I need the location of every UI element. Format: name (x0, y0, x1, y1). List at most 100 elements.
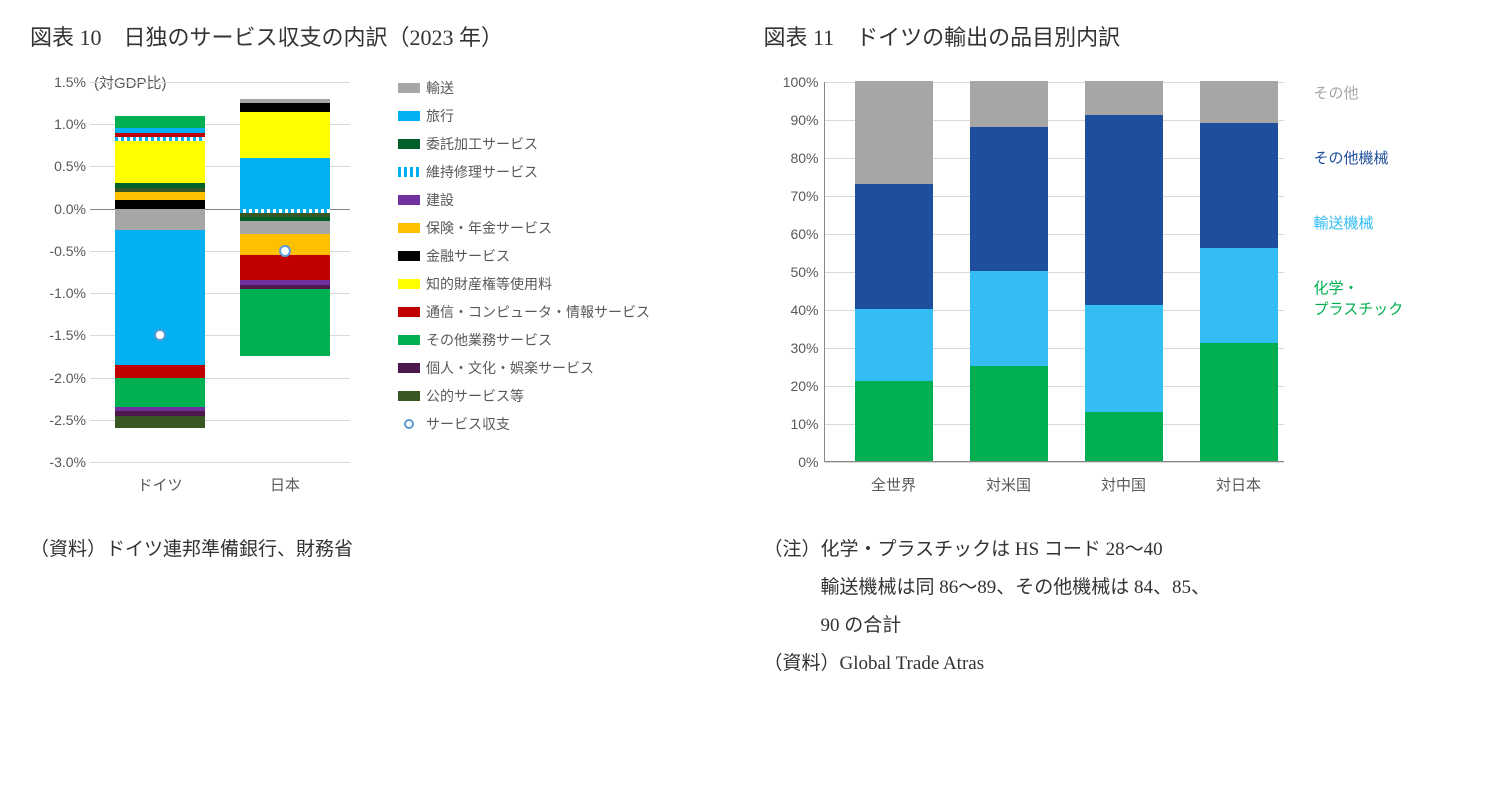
legend-label: 公的サービス等 (426, 386, 524, 406)
chart11-seg-transport (855, 309, 933, 381)
chart10-seg-transport (240, 99, 330, 103)
legend-swatch-icon (398, 223, 420, 233)
chart11-note-line: 90 の合計 (764, 608, 1458, 644)
chart11-seg-transport (1085, 305, 1163, 411)
chart10-legend-item-ip: 知的財産権等使用料 (398, 274, 650, 294)
chart10-seg-otherbiz (115, 116, 205, 129)
chart11-title: 図表 11 ドイツの輸出の品目別内訳 (764, 20, 1458, 52)
chart11-seg-other (855, 81, 933, 184)
chart11-y-tick-label: 100% (783, 74, 825, 90)
chart10-legend-item-public: 公的サービス等 (398, 386, 650, 406)
chart10-panel: 図表 10 日独のサービス収支の内訳（2023 年） (対GDP比) 1.5%1… (30, 20, 724, 684)
chart10-seg-ict (240, 255, 330, 280)
chart10-y-tick-label: 1.0% (54, 116, 90, 132)
chart11-panel: 図表 11 ドイツの輸出の品目別内訳 0%10%20%30%40%50%60%7… (764, 20, 1458, 684)
chart11-legend-item-transport: 輸送機械 (1314, 212, 1404, 233)
legend-swatch-icon (398, 111, 420, 121)
chart11-seg-other (1200, 81, 1278, 123)
chart10-y-tick-label: -0.5% (49, 243, 90, 259)
chart10-seg-finance (115, 200, 205, 208)
chart10-seg-ict (115, 365, 205, 378)
chart10-legend-item-personal: 個人・文化・娯楽サービス (398, 358, 650, 378)
chart11-note-line: （注）化学・プラスチックは HS コード 28～40 (764, 532, 1458, 568)
legend-swatch-icon (398, 83, 420, 93)
chart11-category-label: 対日本 (1200, 474, 1278, 495)
chart10-legend-item-balance: サービス収支 (398, 414, 650, 434)
chart11-legend-item-other: その他 (1314, 82, 1404, 103)
chart11-bar-対日本 (1200, 82, 1278, 461)
chart11-y-tick-label: 30% (790, 340, 824, 356)
chart11-notes: （注）化学・プラスチックは HS コード 28～40 輸送機械は同 86～89、… (764, 532, 1458, 684)
chart10-seg-insurance (115, 192, 205, 200)
chart10-seg-transport (240, 221, 330, 234)
chart10-seg-travel (240, 158, 330, 209)
chart10-seg-ict (115, 133, 205, 137)
chart10-category-label: 日本 (240, 474, 330, 495)
legend-label: 個人・文化・娯楽サービス (426, 358, 594, 378)
legend-swatch-icon (398, 279, 420, 289)
chart11-y-tick-label: 70% (790, 188, 824, 204)
chart10-seg-processing (115, 183, 205, 187)
chart11-bar-対米国 (970, 82, 1048, 461)
chart11-note-line: 輸送機械は同 86～89、その他機械は 84、85、 (764, 570, 1458, 606)
chart11-seg-chem (855, 381, 933, 461)
chart10-legend-item-repair: 維持修理サービス (398, 162, 650, 182)
legend-swatch-icon (404, 419, 414, 429)
chart10-notes: （資料）ドイツ連邦準備銀行、財務省 (30, 532, 724, 570)
legend-label: 維持修理サービス (426, 162, 538, 182)
chart10-seg-ip (240, 112, 330, 158)
legend-label: 保険・年金サービス (426, 218, 552, 238)
legend-label: サービス収支 (426, 414, 510, 434)
chart11-category-label: 全世界 (855, 474, 933, 495)
legend-label: その他業務サービス (426, 330, 552, 350)
chart10-legend-item-ict: 通信・コンピュータ・情報サービス (398, 302, 650, 322)
chart11-y-tick-label: 40% (790, 302, 824, 318)
chart10-legend-item-insurance: 保険・年金サービス (398, 218, 650, 238)
chart10-y-tick-label: 0.0% (54, 201, 90, 217)
chart10-y-tick-label: -1.0% (49, 285, 90, 301)
chart10-seg-travel (115, 128, 205, 132)
chart11-legend: その他その他機械輸送機械化学・プラスチック (1314, 82, 1404, 363)
chart10-gridline (90, 462, 350, 463)
chart10-seg-finance (240, 103, 330, 111)
legend-swatch-icon (398, 139, 420, 149)
legend-swatch-icon (398, 363, 420, 373)
chart10-plot-area: (対GDP比) 1.5%1.0%0.5%0.0%-0.5%-1.0%-1.5%-… (30, 72, 370, 502)
chart10-legend-item-finance: 金融サービス (398, 246, 650, 266)
chart11-category-label: 対米国 (970, 474, 1048, 495)
chart11-bar-全世界 (855, 82, 933, 461)
legend-label: 通信・コンピュータ・情報サービス (426, 302, 650, 322)
chart10-y-tick-label: -1.5% (49, 327, 90, 343)
chart10-seg-ip (115, 141, 205, 183)
chart10-legend-item-transport: 輸送 (398, 78, 650, 98)
chart11-gridline (825, 462, 1284, 463)
chart11-y-tick-label: 80% (790, 150, 824, 166)
chart11-seg-othermach (1085, 115, 1163, 305)
chart11-seg-other (970, 81, 1048, 127)
chart10-seg-otherbiz (115, 378, 205, 408)
legend-swatch-icon (398, 195, 420, 205)
chart11-seg-transport (1200, 248, 1278, 343)
chart11-seg-othermach (970, 127, 1048, 271)
chart10-seg-transport (115, 209, 205, 230)
chart10-balance-marker (154, 329, 166, 341)
chart10-seg-otherbiz (240, 289, 330, 357)
chart10-title: 図表 10 日独のサービス収支の内訳（2023 年） (30, 20, 724, 52)
chart10-legend-item-travel: 旅行 (398, 106, 650, 126)
chart10-y-tick-label: 0.5% (54, 158, 90, 174)
chart10-y-tick-label: -3.0% (49, 454, 90, 470)
legend-label: 旅行 (426, 106, 454, 126)
chart11-legend-item-chem: 化学・プラスチック (1314, 277, 1404, 319)
legend-swatch-icon (398, 307, 420, 317)
chart10-seg-public (115, 416, 205, 429)
chart10-seg-travel (115, 230, 205, 365)
chart10-seg-public (115, 188, 205, 192)
chart10-category-label: ドイツ (115, 474, 205, 495)
legend-label: 金融サービス (426, 246, 510, 266)
chart11-plot-area: 0%10%20%30%40%50%60%70%80%90%100%全世界対米国対… (764, 72, 1304, 502)
chart11-y-tick-label: 50% (790, 264, 824, 280)
chart11-legend-item-othermach: その他機械 (1314, 147, 1404, 168)
chart10-bar-ドイツ (115, 82, 205, 462)
chart11-seg-other (1085, 81, 1163, 115)
chart10-y-tick-label: -2.5% (49, 412, 90, 428)
